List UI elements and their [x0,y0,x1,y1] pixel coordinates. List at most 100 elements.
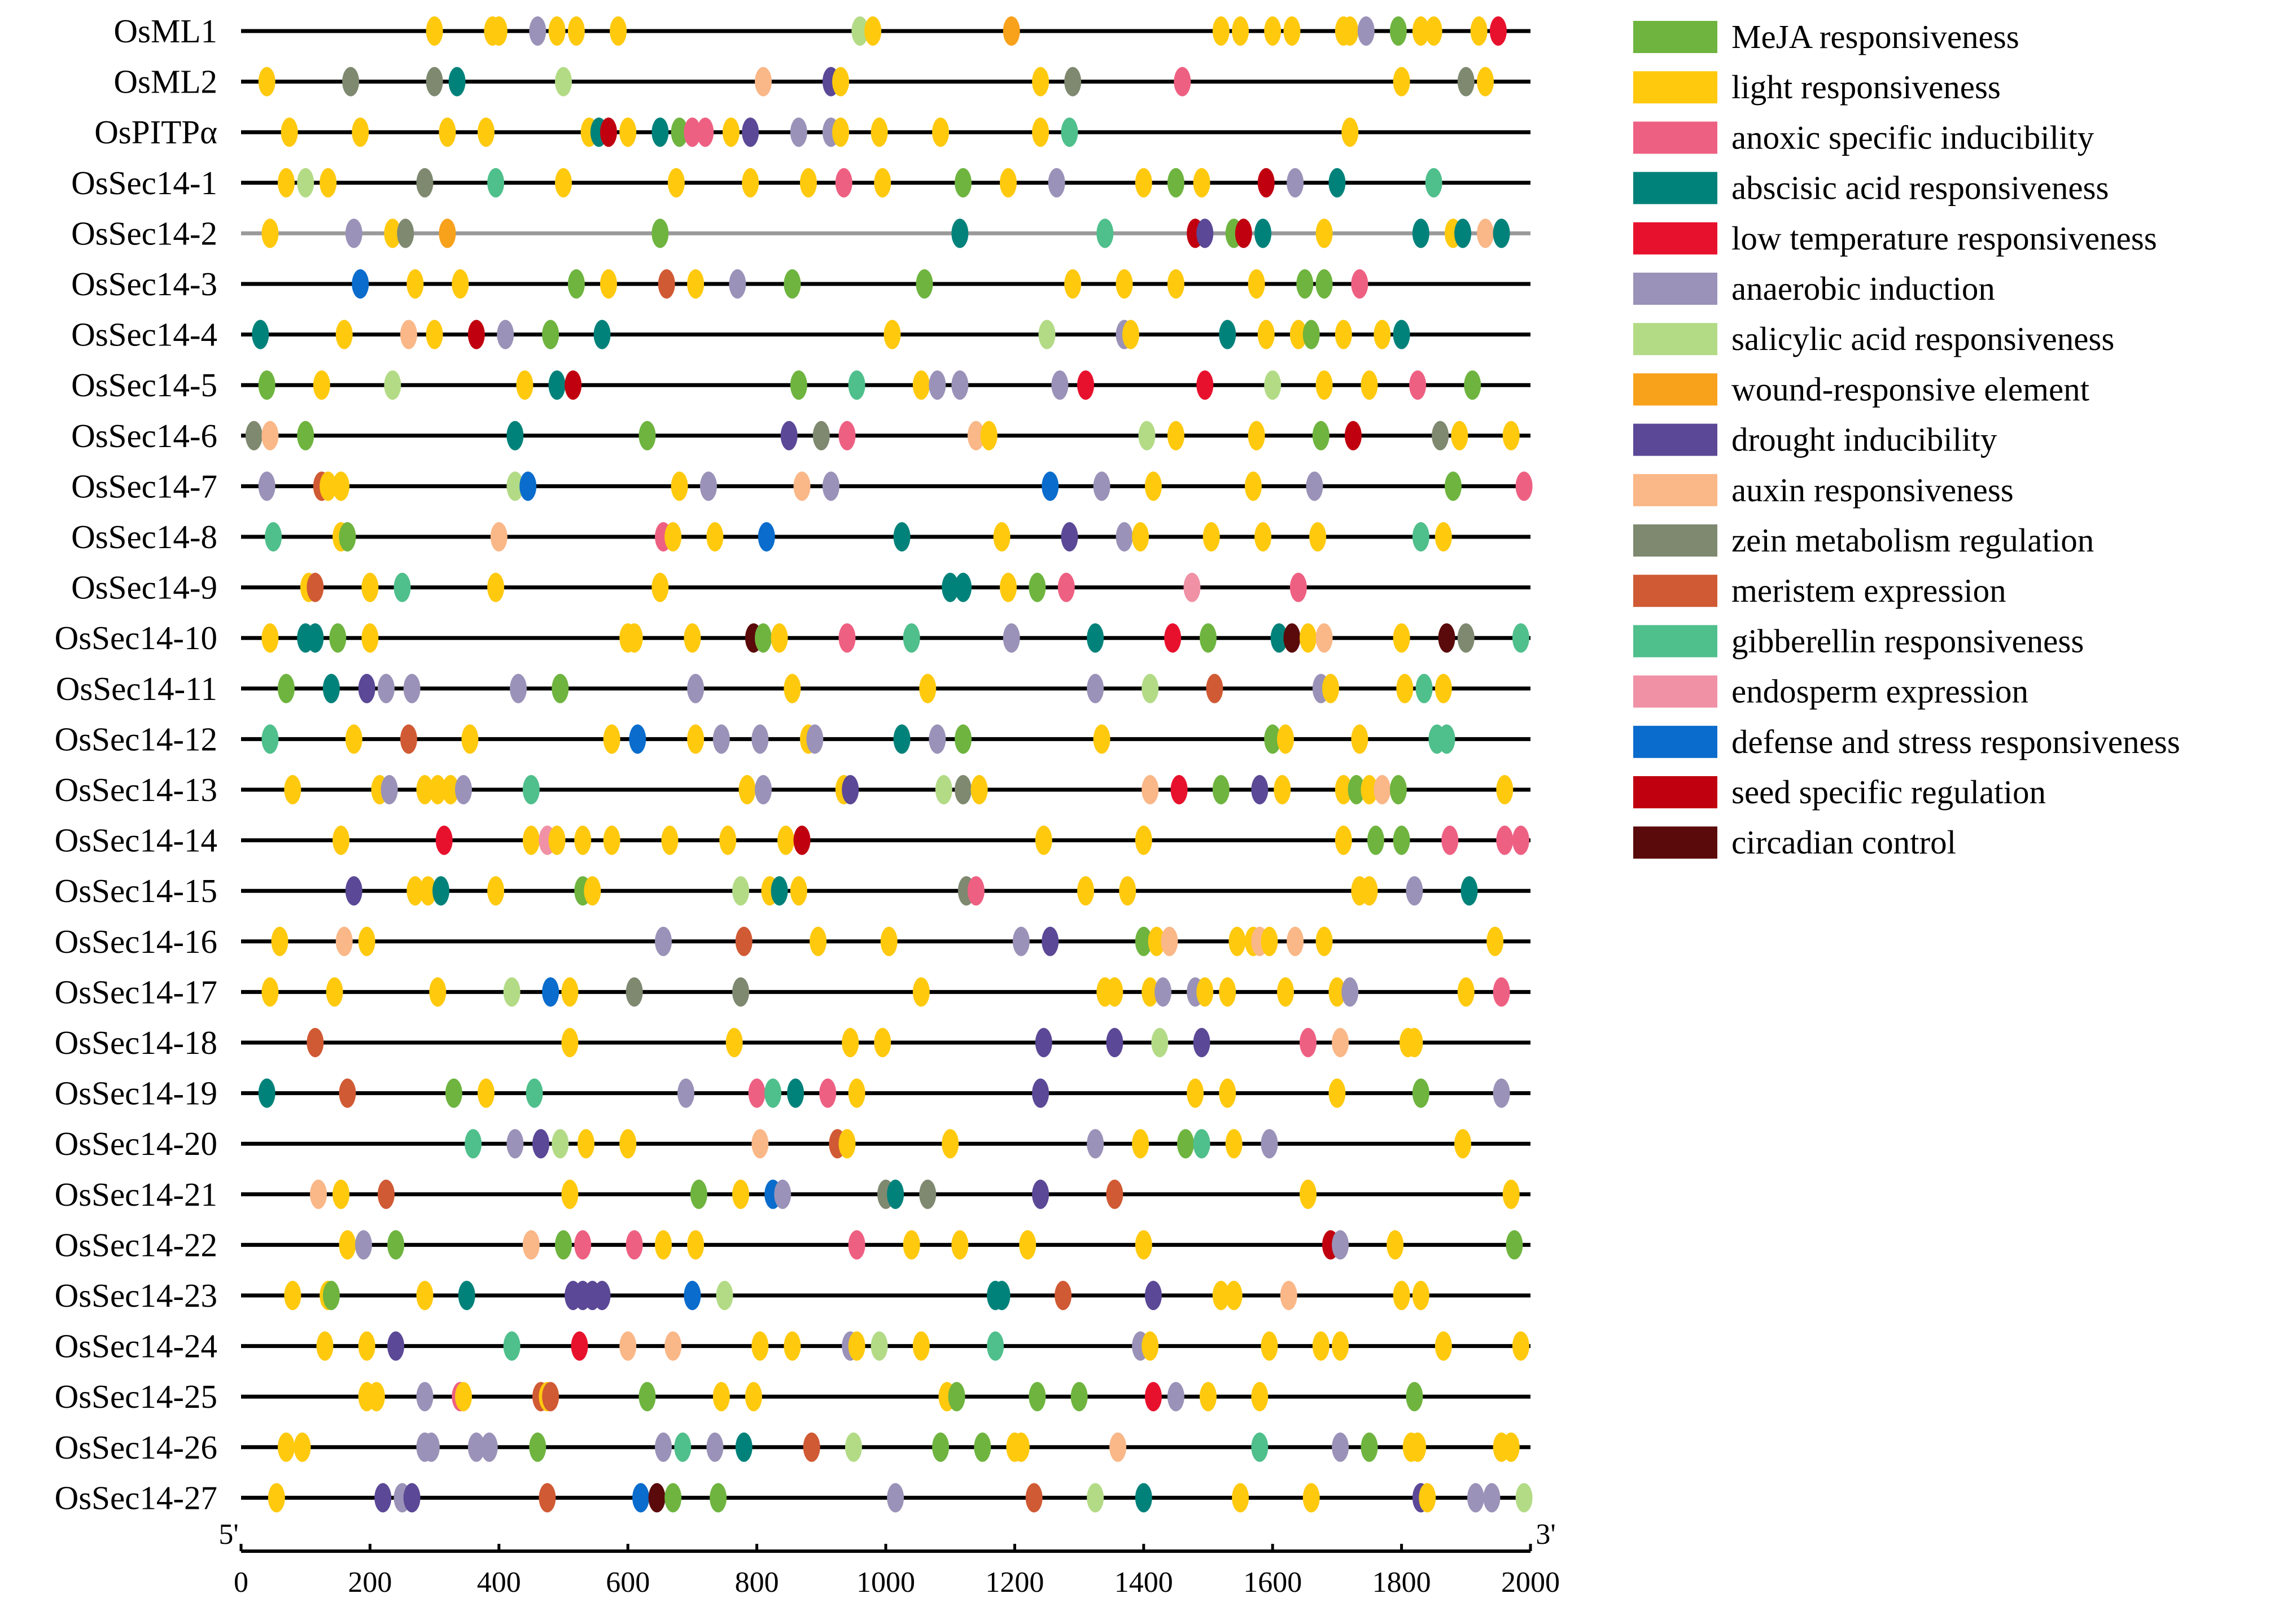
element-marker-light [1261,926,1278,956]
element-marker-MeJA [567,269,585,299]
element-marker-ABA [1135,1483,1152,1513]
element-marker-light [1135,1230,1152,1260]
legend-item: endosperm expression [1633,673,2028,710]
element-marker-GA [526,1078,543,1108]
element-marker-anoxic [1515,471,1533,501]
element-marker-light [1435,522,1452,551]
element-marker-MeJA [529,1432,546,1462]
element-marker-light [416,775,434,804]
gene-row: OsSec14-3 [71,265,1530,303]
element-marker-ABA [593,319,611,349]
x-tick-label: 1600 [1243,1566,1302,1599]
element-marker-light [368,1382,385,1412]
element-marker-meristem [307,1028,324,1057]
element-marker-light [358,1331,375,1361]
element-marker-light [1502,421,1520,450]
legend-label: salicylic acid responsiveness [1731,320,2114,357]
element-marker-anaerobic [416,1382,434,1412]
element-marker-MeJA [1464,370,1481,400]
element-marker-MeJA [710,1483,727,1513]
element-marker-MeJA [258,370,275,400]
element-marker-light [1200,1382,1217,1412]
element-marker-light [848,1331,865,1361]
element-marker-defense [1042,471,1059,501]
element-marker-anoxic [1351,269,1368,299]
element-marker-light [970,775,988,804]
element-marker-ABA [951,218,969,248]
element-marker-light [1289,319,1307,349]
element-marker-anoxic [1409,370,1427,400]
gene-label: OsSec14-8 [71,518,217,555]
x-tick-label: 400 [477,1566,521,1599]
element-marker-light [1486,926,1504,956]
element-marker-light [1032,117,1049,147]
element-marker-light [1315,370,1333,400]
element-marker-MeJA [784,269,801,299]
element-marker-light [603,724,620,754]
element-marker-light [784,1331,801,1361]
element-marker-light [561,1028,579,1057]
element-marker-zein [1432,421,1449,450]
element-marker-ABA [1412,218,1429,248]
element-marker-circadian [1438,623,1455,653]
element-marker-light [516,370,533,400]
element-marker-light [912,977,930,1007]
element-marker-ABA [893,522,911,551]
element-marker-anaerobic [699,471,717,501]
element-marker-MeJA [974,1432,991,1462]
gene-row: OsSec14-4 [71,316,1530,353]
element-marker-auxin [1315,623,1333,653]
element-marker-light [951,1230,969,1260]
element-marker-anaerobic [1287,168,1304,198]
element-marker-defense [629,724,646,754]
element-marker-anoxic [838,421,856,450]
gene-label: OsSec14-3 [71,265,217,303]
element-marker-light [1219,1078,1236,1108]
element-marker-anoxic [835,168,852,198]
element-marker-light [1248,269,1265,299]
element-marker-drought [1032,1078,1049,1108]
element-marker-auxin [1477,218,1494,248]
element-marker-drought [1251,775,1269,804]
element-marker-ABA [771,876,788,906]
element-marker-SA [552,1129,569,1159]
element-marker-MeJA [1393,825,1410,855]
element-marker-light [1244,471,1262,501]
legend-item: anoxic specific inducibility [1633,119,2094,156]
element-marker-ABA [432,876,450,906]
element-marker-seed [467,319,485,349]
element-marker-meristem [1025,1483,1043,1513]
element-marker-anoxic [1057,572,1075,602]
element-marker-light [1077,876,1095,906]
element-marker-anaerobic [1012,926,1030,956]
element-marker-light [1264,16,1282,46]
three-prime-label: 3' [1536,1518,1555,1551]
element-marker-light [335,319,353,349]
element-marker-auxin [261,421,279,450]
legend-item: seed specific regulation [1633,773,2046,811]
element-marker-MeJA [1302,319,1320,349]
element-marker-lowtemp [1077,370,1095,400]
element-marker-ABA [506,421,524,450]
element-marker-light [1135,825,1152,855]
element-marker-drought [1035,1028,1052,1057]
element-marker-SA [935,775,952,804]
legend-swatch [1633,625,1717,658]
element-marker-anaerobic [403,673,421,703]
legend-item: light responsiveness [1633,68,2001,106]
gene-row: OsSec14-24 [55,1328,1530,1365]
element-marker-auxin [1142,775,1159,804]
legend-label: meristem expression [1731,572,2006,609]
element-marker-MeJA [1177,1129,1195,1159]
element-marker-auxin [1161,926,1178,956]
x-axis: 5' 3' 0 200 400 600 800 1000 1200 1400 1600 1800 2… [218,1518,1560,1599]
element-marker-light [1106,977,1123,1007]
element-marker-ABA [735,1432,753,1462]
gene-label: OsSec14-22 [55,1226,217,1263]
element-marker-light [1225,1281,1243,1310]
gene-row: OsSec14-1 [71,164,1530,202]
element-marker-drought [403,1483,421,1513]
element-marker-MeJA [671,117,688,147]
element-marker-SA [1138,421,1156,450]
element-marker-SA [871,1331,888,1361]
